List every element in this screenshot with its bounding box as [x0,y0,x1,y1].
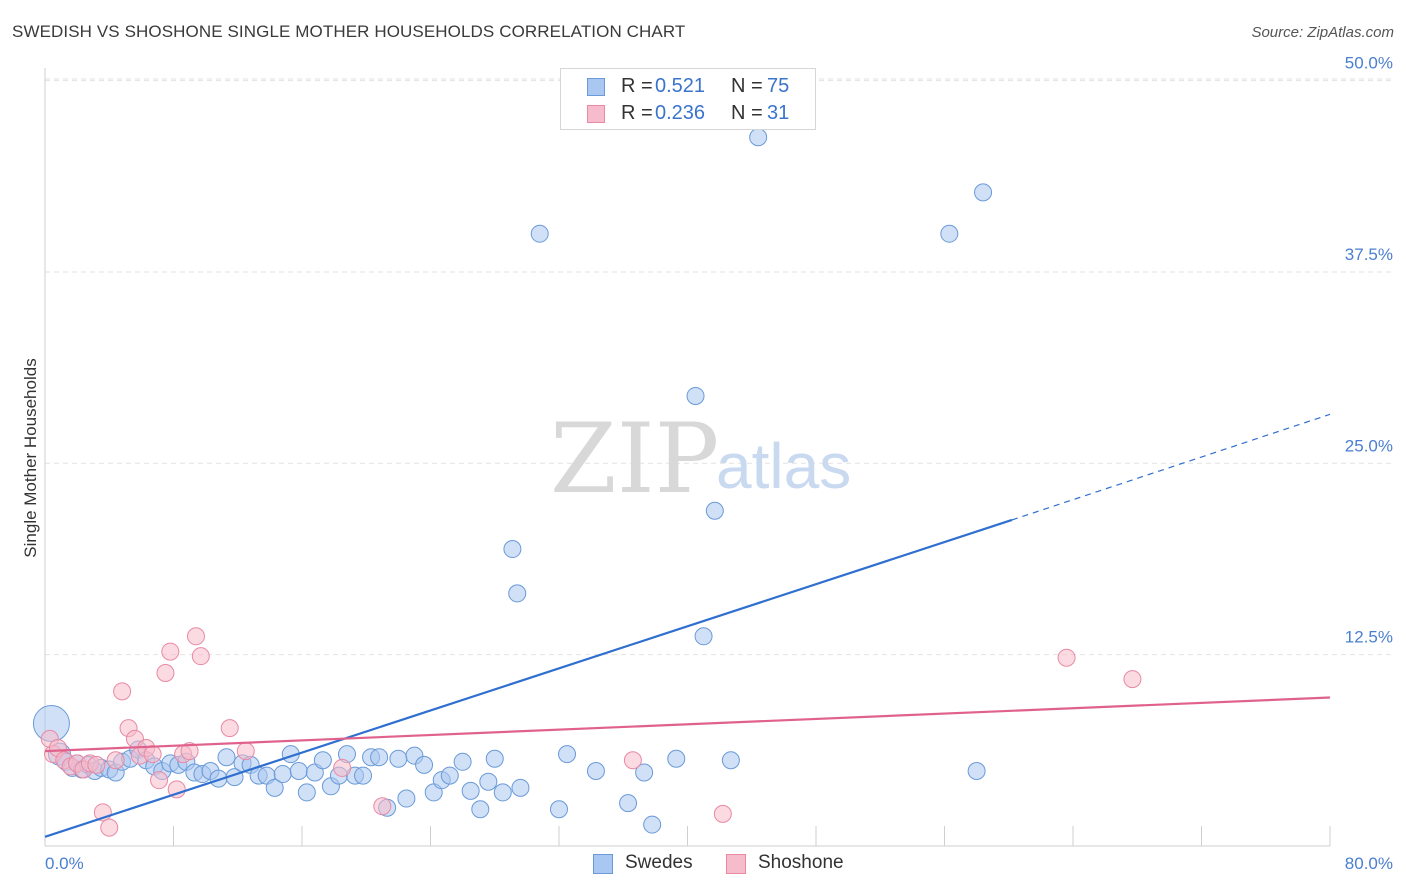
shoshone-point [333,758,352,777]
swedes-point [440,766,459,785]
swedes-point [586,761,605,780]
swedes-point [370,748,389,767]
shoshone-point [100,818,119,837]
shoshone-point [156,664,175,683]
legend-swatch-swedes [587,78,605,96]
shoshone-point [220,719,239,738]
swedes-point [643,815,662,834]
chart-title: SWEDISH VS SHOSHONE SINGLE MOTHER HOUSEH… [12,22,686,41]
y-axis-label: Single Mother Households [21,358,40,557]
swedes-point [313,751,332,770]
swedes-point [354,766,373,785]
swedes-trend-extension [1011,413,1331,521]
legend-r-label: R = [621,75,653,97]
correlation-legend: R = 0.521 N = 75 R = 0.236 N = 31 [560,68,816,130]
y-tick-label: 25.0% [1345,436,1393,455]
swedes-point [721,751,740,770]
swedes-point [453,752,472,771]
trend-lines [44,413,1331,838]
swedes-point [461,781,480,800]
source-credit: Source: ZipAtlas.com [1251,24,1394,41]
watermark-zip: ZIP [550,403,719,515]
swedes-point [550,800,568,819]
shoshone-point [167,780,186,799]
shoshone-point [113,682,132,701]
y-tick-label: 37.5% [1345,245,1393,264]
swedes-point [705,501,724,520]
y-axis-label-group: Single Mother Households [21,358,40,557]
bottom-legend-label-shoshone: Shoshone [758,852,844,873]
y-tick-label: 50.0% [1345,54,1393,73]
legend-n-label: N = [731,75,763,97]
shoshone-point [143,745,162,764]
shoshone-point [161,642,180,661]
shoshone-point [1123,670,1142,689]
shoshone-point [150,771,169,790]
swedes-point [635,763,654,782]
shoshone-point [87,755,106,774]
swedes-point [397,789,416,808]
swedes-point [485,749,504,768]
swedes-point [503,540,522,559]
swedes-point [967,761,986,780]
shoshone-point [623,751,642,770]
swedes-point [265,778,284,797]
legend-r-value: 0.521 [655,75,706,97]
swedes-point [511,778,530,797]
legend-swatch-shoshone [587,105,605,123]
shoshone-point [186,627,205,646]
swedes-point [530,224,549,243]
swedes-point [749,128,768,147]
swedes-trend-line [44,518,1013,838]
shoshone-point [191,647,210,666]
swedes-point [297,783,316,802]
bottom-legend-label-swedes: Swedes [625,852,693,873]
swedes-point [415,755,434,774]
swedes-point [940,224,959,243]
legend-r-value: 0.236 [655,102,706,124]
swedes-point [471,800,490,819]
bottom-legend-swatch-shoshone [726,854,746,874]
swedes-point [493,783,512,802]
swedes-point [686,386,705,405]
legend-n-label: N = [731,102,763,124]
swedes-point [217,748,236,767]
shoshone-point [106,751,125,770]
x-tick-label: 0.0% [45,854,84,873]
x-tick-labels: 0.0% 80.0% [45,854,1393,873]
swedes-point [558,745,577,764]
swedes-point [289,761,308,780]
shoshone-trend-line [44,696,1331,753]
swedes-point [389,749,408,768]
swedes-point [974,183,993,202]
y-tick-labels: 12.5% 25.0% 37.5% 50.0% [1345,54,1393,647]
shoshone-point [180,742,199,761]
shoshone-point [236,742,255,761]
shoshone-point [373,797,392,816]
swedes-point [273,765,292,784]
series-shoshone [40,627,1142,837]
watermark: ZIP atlas [550,403,851,515]
watermark-atlas: atlas [716,430,851,502]
shoshone-point [713,804,732,823]
swedes-point [694,627,713,646]
bottom-legend-swatch-swedes [593,854,613,874]
legend-n-value: 31 [767,102,790,124]
grid-lines [45,78,1392,656]
legend-n-value: 75 [767,75,790,97]
swedes-point [667,749,686,768]
swedes-point [508,584,527,603]
swedes-point [619,794,638,813]
y-tick-label: 12.5% [1345,628,1393,647]
shoshone-point [1057,648,1076,667]
x-tick-label: 80.0% [1345,854,1393,873]
legend-r-label: R = [621,102,653,124]
swedes-point [479,772,498,791]
